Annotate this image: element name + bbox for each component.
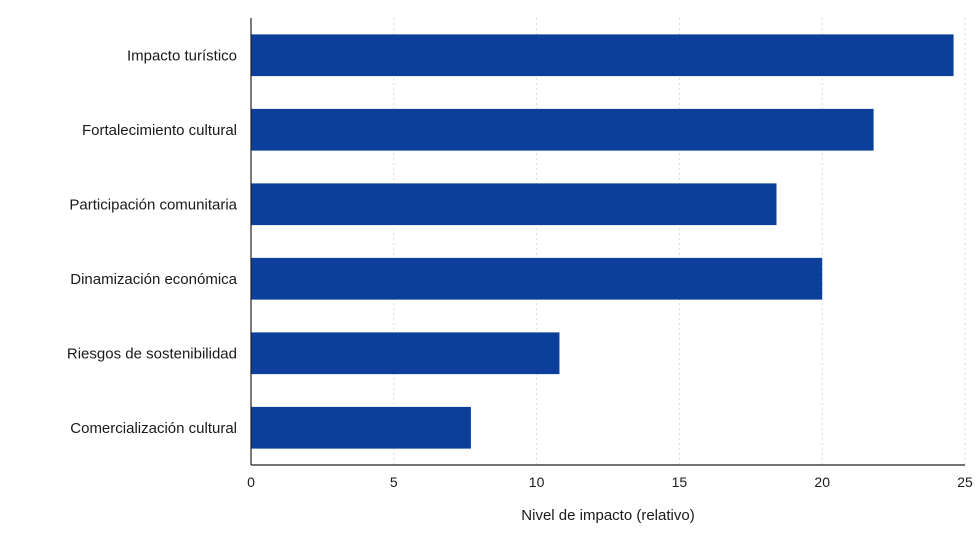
bar (251, 34, 954, 77)
category-label: Comercialización cultural (70, 420, 237, 437)
category-labels: Impacto turístico Fortalecimiento cultura… (67, 47, 238, 437)
bar (251, 183, 777, 226)
category-label: Riesgos de sostenibilidad (67, 345, 237, 362)
x-tick-label: 15 (672, 474, 688, 490)
x-tick-label: 25 (957, 474, 973, 490)
category-label: Dinamización económica (70, 271, 237, 288)
x-tick-label: 20 (814, 474, 830, 490)
bars (251, 34, 954, 449)
bar (251, 108, 874, 151)
x-tick-label: 10 (529, 474, 545, 490)
category-label: Fortalecimiento cultural (82, 122, 237, 139)
grid-lines (393, 18, 966, 465)
category-label: Impacto turístico (127, 47, 237, 64)
x-tick-labels: 0 5 10 15 20 25 (247, 474, 973, 490)
bar (251, 406, 471, 449)
x-axis-title: Nivel de impacto (relativo) (521, 507, 694, 524)
x-tick-label: 5 (390, 474, 398, 490)
category-label: Participación comunitaria (69, 196, 237, 213)
bar (251, 257, 823, 300)
x-tick-label: 0 (247, 474, 255, 490)
bar (251, 332, 560, 375)
